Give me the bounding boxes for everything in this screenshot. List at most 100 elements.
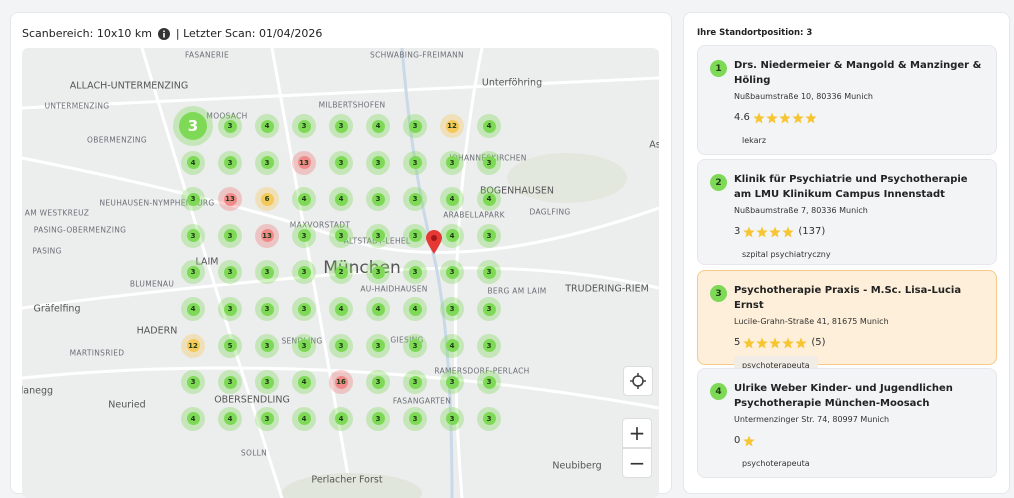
grid-marker[interactable]: 3 (366, 223, 390, 248)
result-card[interactable]: 1 Drs. Niedermeier & Mangold & Manzinger … (697, 45, 997, 155)
grid-marker[interactable]: 3 (292, 333, 316, 358)
map-label: BLUMENAU (129, 279, 175, 289)
grid-marker[interactable]: 3 (403, 223, 427, 248)
star (769, 226, 782, 237)
grid-marker[interactable]: 3 (440, 370, 464, 395)
grid-marker[interactable]: 3 (218, 260, 242, 285)
grid-marker[interactable]: 4 (181, 150, 205, 175)
grid-marker[interactable]: 4 (329, 406, 353, 431)
grid-marker[interactable]: 3 (329, 114, 353, 138)
grid-marker[interactable]: 4 (255, 114, 279, 138)
grid-marker[interactable]: 4 (218, 406, 242, 431)
grid-marker[interactable]: 3 (329, 223, 353, 248)
grid-marker[interactable]: 3 (329, 333, 353, 358)
grid-marker[interactable]: 4 (181, 406, 205, 431)
grid-marker[interactable]: 16 (329, 370, 353, 395)
grid-marker[interactable]: 3 (366, 370, 390, 395)
grid-marker[interactable]: 3 (477, 406, 501, 431)
grid-marker[interactable]: 4 (329, 187, 353, 212)
grid-marker[interactable]: 3 (403, 333, 427, 358)
grid-marker[interactable]: 3 (255, 297, 279, 321)
grid-marker[interactable]: 3 (477, 260, 501, 285)
grid-marker[interactable]: 6 (255, 187, 279, 212)
grid-marker[interactable]: 4 (366, 114, 390, 138)
grid-marker[interactable]: 3 (366, 150, 390, 175)
grid-marker[interactable]: 4 (181, 297, 205, 321)
grid-marker[interactable]: 4 (329, 297, 353, 321)
grid-marker[interactable]: 3 (292, 297, 316, 321)
grid-marker[interactable]: 3 (403, 114, 427, 138)
grid-marker[interactable]: 3 (477, 297, 501, 321)
grid-marker[interactable]: 3 (255, 333, 279, 358)
grid-marker[interactable]: 3 (292, 114, 316, 138)
grid-marker[interactable]: 4 (477, 114, 501, 138)
grid-marker[interactable]: 3 (255, 406, 279, 431)
grid-marker[interactable]: 13 (218, 187, 242, 212)
rank-badge: 1 (710, 60, 727, 77)
grid-marker[interactable]: 3 (218, 114, 242, 138)
map-label: MOOSACH (206, 111, 248, 121)
grid-marker[interactable]: 3 (477, 223, 501, 248)
grid-marker[interactable]: 13 (255, 223, 279, 248)
results-title: Ihre Standortposition: 3 (697, 28, 813, 38)
grid-marker[interactable]: 3 (440, 297, 464, 321)
grid-marker[interactable]: 3 (366, 260, 390, 285)
grid-marker[interactable]: 4 (440, 333, 464, 358)
grid-marker[interactable]: 3 (218, 370, 242, 395)
grid-marker[interactable]: 3 (366, 406, 390, 431)
grid-marker[interactable]: 4 (477, 187, 501, 212)
grid-marker[interactable]: 3 (255, 150, 279, 175)
grid-marker[interactable]: 3 (440, 260, 464, 285)
grid-marker[interactable]: 3 (181, 187, 205, 212)
marker-rank: 13 (223, 192, 237, 206)
grid-marker[interactable]: 3 (403, 187, 427, 212)
grid-marker[interactable]: 2 (329, 260, 353, 285)
grid-marker[interactable]: 4 (366, 297, 390, 321)
result-card[interactable]: 4 Ulrike Weber Kinder- und Jugendlichen P… (697, 368, 997, 478)
marker-rank: 3 (260, 375, 274, 389)
grid-marker[interactable]: 3 (292, 260, 316, 285)
grid-marker[interactable]: 4 (292, 370, 316, 395)
grid-marker[interactable]: 3 (366, 187, 390, 212)
grid-marker[interactable]: 4 (440, 223, 464, 248)
grid-marker[interactable]: 4 (403, 297, 427, 321)
result-card[interactable]: 2 Klinik für Psychiatrie und Psychotherap… (697, 159, 997, 265)
grid-marker[interactable]: 3 (218, 223, 242, 248)
grid-marker[interactable]: 13 (292, 150, 316, 175)
zoom-in[interactable]: + (622, 418, 652, 448)
grid-marker[interactable]: 3 (477, 150, 501, 175)
star (782, 337, 795, 348)
grid-marker[interactable]: 3 (181, 223, 205, 248)
map[interactable]: FASANERIE SCHWABING-FREIMANN Unterföhring A… (22, 48, 659, 498)
grid-marker[interactable]: 3 (403, 406, 427, 431)
info-icon[interactable] (157, 27, 170, 40)
grid-marker[interactable]: 3 (440, 406, 464, 431)
grid-marker[interactable]: 3 (477, 370, 501, 395)
grid-marker[interactable]: 3 (181, 370, 205, 395)
grid-marker[interactable]: 3 (218, 150, 242, 175)
recenter-button[interactable] (623, 366, 653, 396)
grid-marker[interactable]: 12 (440, 114, 464, 138)
grid-marker[interactable]: 3 (181, 260, 205, 285)
grid-marker[interactable]: 3 (366, 333, 390, 358)
grid-marker[interactable]: 4 (440, 187, 464, 212)
grid-marker[interactable]: 3 (255, 370, 279, 395)
grid-marker[interactable]: 3 (403, 150, 427, 175)
grid-marker[interactable]: 3 (292, 223, 316, 248)
grid-marker[interactable]: 4 (292, 406, 316, 431)
zoom-out[interactable]: − (622, 448, 652, 478)
grid-marker[interactable]: 3 (403, 370, 427, 395)
grid-marker[interactable]: 3 (477, 333, 501, 358)
grid-marker[interactable]: 3 (173, 106, 213, 146)
grid-marker[interactable]: 3 (403, 260, 427, 285)
grid-marker[interactable]: 4 (292, 187, 316, 212)
grid-marker[interactable]: 3 (218, 297, 242, 321)
grid-marker[interactable]: 12 (181, 333, 205, 358)
marker-rank: 3 (408, 412, 422, 426)
result-card[interactable]: 3 Psychotherapie Praxis - M.Sc. Lisa-Luci… (697, 270, 997, 375)
grid-marker[interactable]: 3 (440, 150, 464, 175)
grid-marker[interactable]: 5 (218, 333, 242, 358)
grid-marker[interactable]: 3 (329, 150, 353, 175)
grid-marker[interactable]: 3 (255, 260, 279, 285)
result-address: Lucile-Grahn-Straße 41, 81675 Munich (734, 317, 889, 326)
